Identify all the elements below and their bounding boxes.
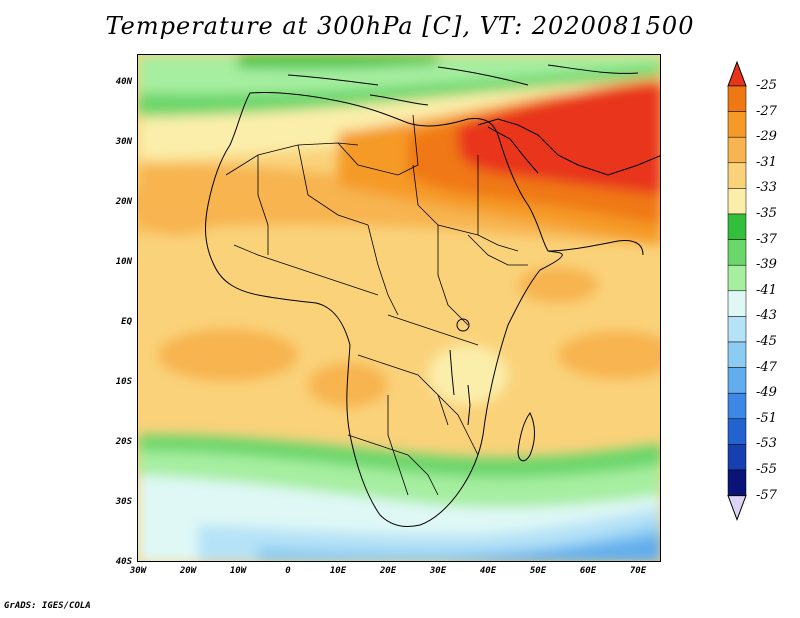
- colorbar-swatch: [727, 469, 747, 496]
- lon-tick-label: 40E: [479, 566, 497, 576]
- colorbar-swatch: [727, 136, 747, 164]
- colorbar-bottom-arrow: [727, 495, 747, 522]
- colorbar-swatch: [727, 367, 747, 394]
- colorbar-label: -55: [756, 462, 777, 477]
- country-borders: [225, 114, 528, 496]
- colorbar-swatch: [727, 213, 747, 240]
- lon-tick-label: 70E: [629, 566, 647, 576]
- temperature-field: [138, 55, 660, 561]
- colorbar-swatch: [727, 341, 747, 368]
- lat-tick-label: 10N: [115, 257, 132, 267]
- colorbar-label: -35: [756, 206, 777, 221]
- colorbar-label: -29: [756, 129, 777, 145]
- lat-tick-label: EQ: [121, 317, 132, 327]
- colorbar-label: -51: [756, 410, 777, 426]
- lat-tick-label: 40N: [115, 77, 132, 87]
- lat-tick-label: 10S: [115, 377, 132, 387]
- colorbar-label: -31: [756, 154, 777, 170]
- lon-tick-label: 30E: [429, 566, 447, 576]
- lon-tick-label: 20E: [379, 566, 397, 576]
- map-title: Temperature at 300hPa [C], VT: 202008150…: [105, 12, 695, 40]
- lon-tick-label: 60E: [579, 566, 597, 576]
- colorbar-swatch: [727, 264, 747, 292]
- lat-tick-label: 30N: [115, 137, 132, 147]
- coastlines: [205, 64, 660, 528]
- colorbar-swatch: [727, 239, 747, 266]
- lon-tick-label: 0: [285, 566, 291, 576]
- lat-tick-label: 30S: [115, 497, 132, 507]
- colorbar-label: -45: [756, 334, 777, 349]
- grads-credit: GrADS: IGES/COLA: [4, 601, 91, 611]
- colorbar-label: -41: [756, 282, 777, 298]
- colorbar-swatch: [727, 444, 747, 471]
- lakes: [449, 318, 471, 426]
- colorbar-swatch: [727, 111, 747, 138]
- lat-tick-label: 20N: [115, 197, 132, 207]
- colorbar-label: -37: [756, 231, 777, 247]
- colorbar-swatch: [727, 418, 747, 445]
- colorbar-label: -49: [756, 385, 777, 401]
- colorbar-swatch: [727, 162, 747, 189]
- lon-tick-label: 10W: [229, 566, 247, 576]
- colorbar-swatch: [727, 85, 747, 112]
- map-plot-area: [137, 54, 661, 562]
- colorbar-label: -53: [756, 436, 777, 452]
- lon-tick-label: 30W: [129, 566, 147, 576]
- colorbar-swatch: [727, 316, 747, 343]
- lon-tick-label: 20W: [179, 566, 197, 576]
- lat-tick-label: 40S: [115, 557, 132, 567]
- lon-tick-label: 10E: [329, 566, 347, 576]
- colorbar-swatch: [727, 290, 747, 317]
- colorbar-top-arrow: [727, 60, 747, 87]
- colorbar-label: -43: [756, 308, 777, 324]
- colorbar-swatch: [727, 188, 747, 215]
- colorbar-label: -33: [756, 180, 777, 196]
- colorbar: [727, 60, 747, 522]
- colorbar-label: -57: [756, 487, 777, 503]
- lat-tick-label: 20S: [115, 437, 132, 447]
- colorbar-label: -25: [756, 78, 777, 93]
- colorbar-label: -39: [756, 257, 777, 273]
- colorbar-label: -47: [756, 359, 777, 375]
- colorbar-label: -27: [756, 103, 777, 119]
- lon-tick-label: 50E: [529, 566, 547, 576]
- colorbar-swatch: [727, 392, 747, 420]
